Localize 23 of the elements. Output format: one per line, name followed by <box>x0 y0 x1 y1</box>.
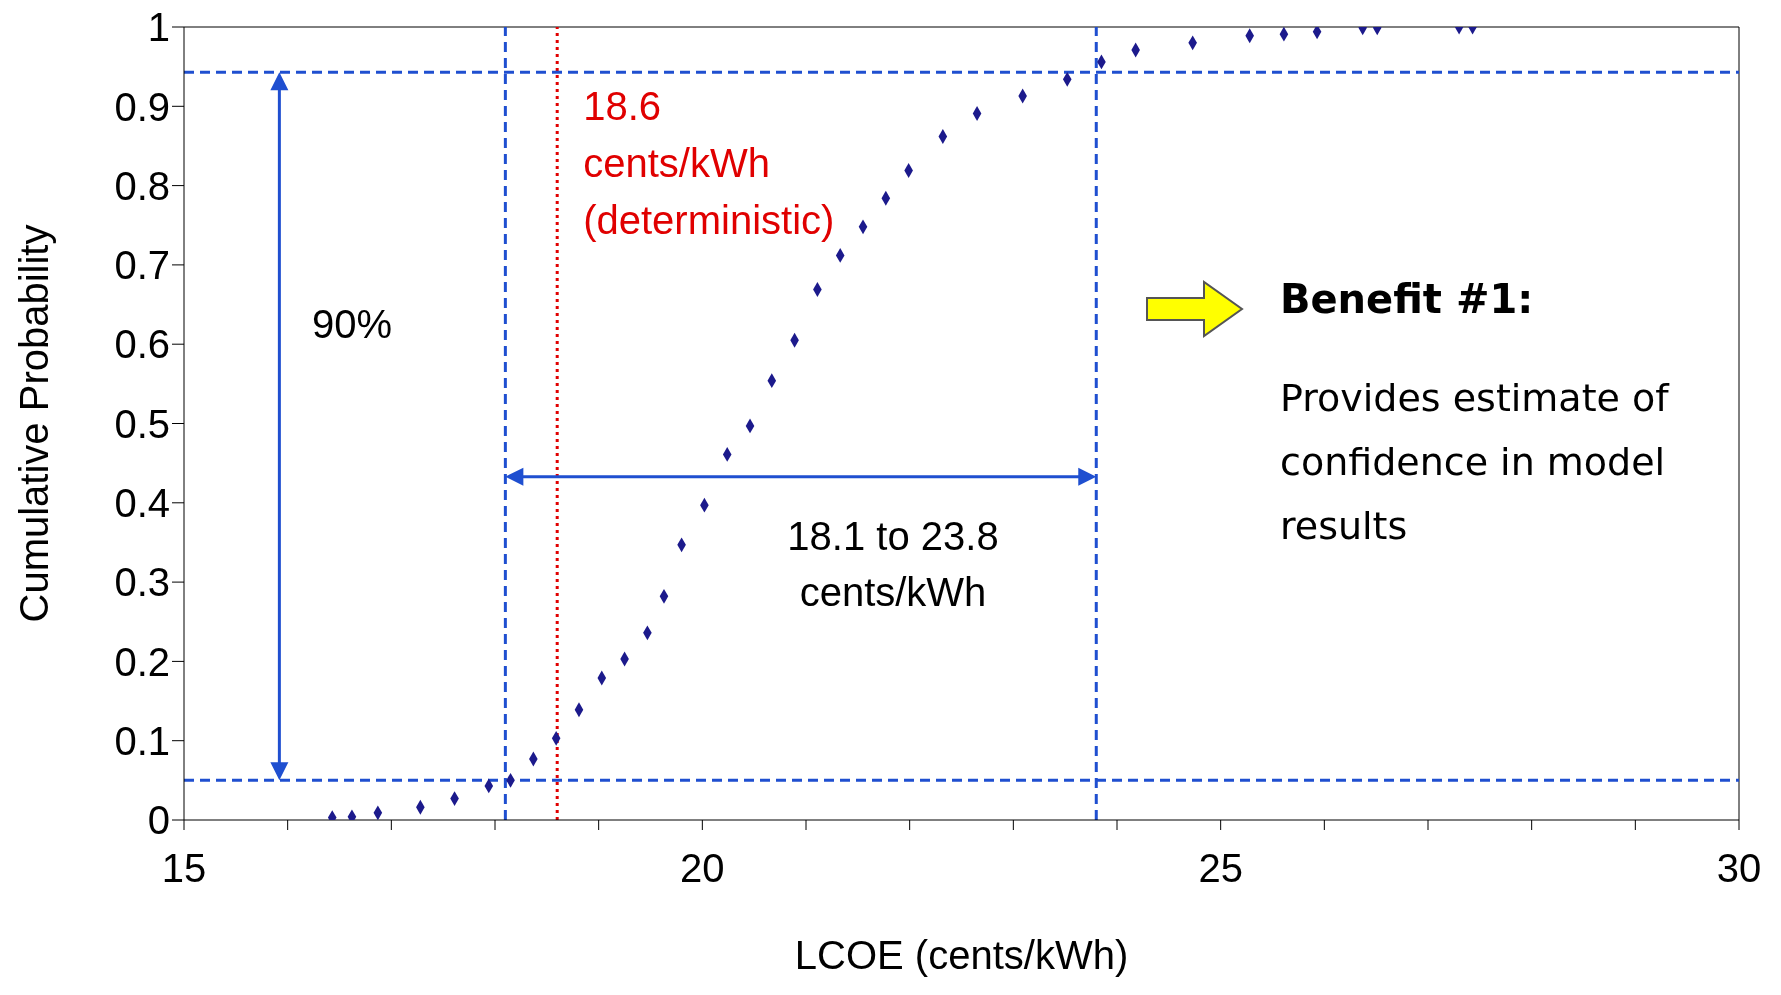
y-tick-label: 0.6 <box>114 322 170 367</box>
y-tick-label: 1 <box>147 5 170 50</box>
annotation: 90% <box>312 302 393 347</box>
x-tick-label: 20 <box>680 846 725 891</box>
y-tick-label: 0.1 <box>114 718 170 763</box>
y-tick-label: 0.4 <box>114 481 170 525</box>
x-axis-title: LCOE (cents/kWh) <box>794 933 1129 977</box>
y-axis-title: Cumulative Probability <box>12 224 56 623</box>
x-tick-label: 25 <box>1198 846 1243 891</box>
x-tick-label: 15 <box>161 846 207 891</box>
x-tick-label: 30 <box>1716 846 1762 891</box>
y-tick-label: 0.7 <box>114 243 170 288</box>
y-tick-label: 0.5 <box>114 401 170 446</box>
y-tick-label: 0.2 <box>114 639 170 684</box>
ref-line-label: 18.6 cents/kWh (deterministic) <box>583 84 835 242</box>
annotation: 18.1 to 23.8 cents/kWh <box>786 513 1000 616</box>
y-tick-label: 0.8 <box>114 163 170 208</box>
y-tick-label: 0 <box>147 798 170 843</box>
y-tick-label: 0.9 <box>114 84 170 129</box>
annotation: Benefit #1: <box>1280 276 1534 322</box>
point <box>1312 27 1322 40</box>
annotation: Provides estimate of confidence in model results <box>1280 375 1671 550</box>
y-tick-label: 0.3 <box>114 560 170 605</box>
